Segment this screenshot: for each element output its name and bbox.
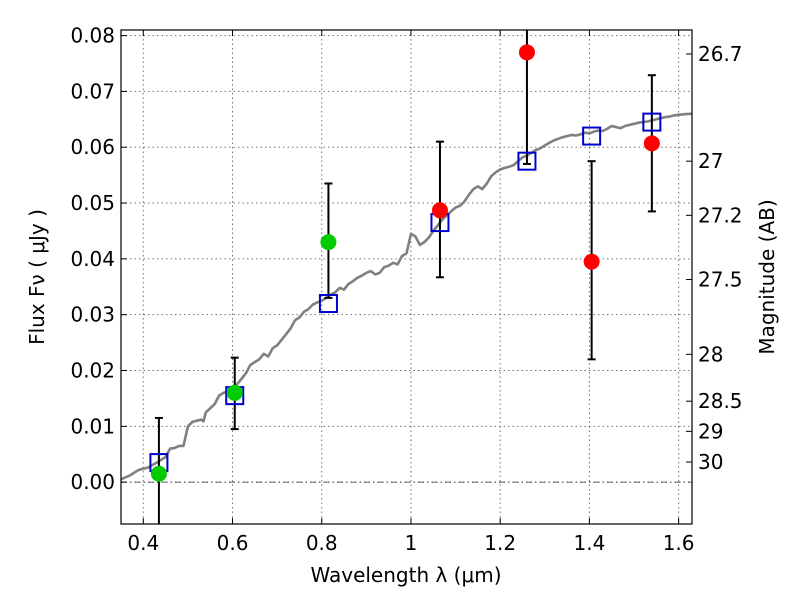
x-tick-label: 0.6 [217, 531, 249, 555]
plot-frame [120, 29, 693, 525]
right-tick-label: 27 [698, 149, 723, 173]
tick-layer: 0.4 0.6 0.8 1 1.2 1.4 1.6 0.00 0.01 0.02 0.03 0.04 0… [70, 24, 742, 555]
y-axis-label: Flux Fν ( μJy ) [25, 209, 49, 345]
right-tick-label: 26.7 [698, 42, 743, 66]
right-tick-label: 28.5 [698, 389, 743, 413]
x-tick-label: 1.2 [484, 531, 516, 555]
y-tick-label: 0.07 [70, 79, 115, 103]
y-tick-label: 0.05 [70, 191, 115, 215]
right-tick-label: 28 [698, 342, 723, 366]
y-tick-label: 0.01 [70, 414, 115, 438]
right-tick-label: 29 [698, 419, 723, 443]
x-tick-label: 0.4 [127, 531, 159, 555]
x-tick-label: 1.6 [663, 531, 695, 555]
y-tick-label: 0.06 [70, 135, 115, 159]
green-data-point [150, 465, 167, 482]
green-data-point [320, 234, 337, 251]
model-photometry-square [582, 126, 602, 146]
right-tick-label: 27.5 [698, 268, 743, 292]
y-tick-label: 0.04 [70, 247, 115, 271]
y-tick-label: 0.02 [70, 358, 115, 382]
right-axis-label: Magnitude (AB) [755, 199, 779, 354]
y-tick-label: 0.03 [70, 303, 115, 327]
model-photometry-square [318, 294, 338, 314]
x-axis-label: Wavelength λ (μm) [310, 563, 501, 587]
red-data-point [643, 135, 660, 152]
right-tick-label: 30 [698, 450, 723, 474]
y-tick-label: 0.08 [70, 24, 115, 48]
plot-area [121, 30, 692, 524]
model-photometry-square [517, 151, 537, 171]
model-photometry-square [642, 112, 662, 132]
red-data-point [583, 253, 600, 270]
x-tick-label: 0.8 [306, 531, 338, 555]
red-data-point [518, 44, 535, 61]
red-data-point [431, 202, 448, 219]
x-tick-label: 1.4 [573, 531, 605, 555]
x-tick-label: 1 [405, 531, 418, 555]
y-tick-label: 0.00 [70, 470, 115, 494]
green-data-point [226, 384, 243, 401]
series-group [121, 30, 692, 524]
right-tick-label: 27.2 [698, 203, 743, 227]
